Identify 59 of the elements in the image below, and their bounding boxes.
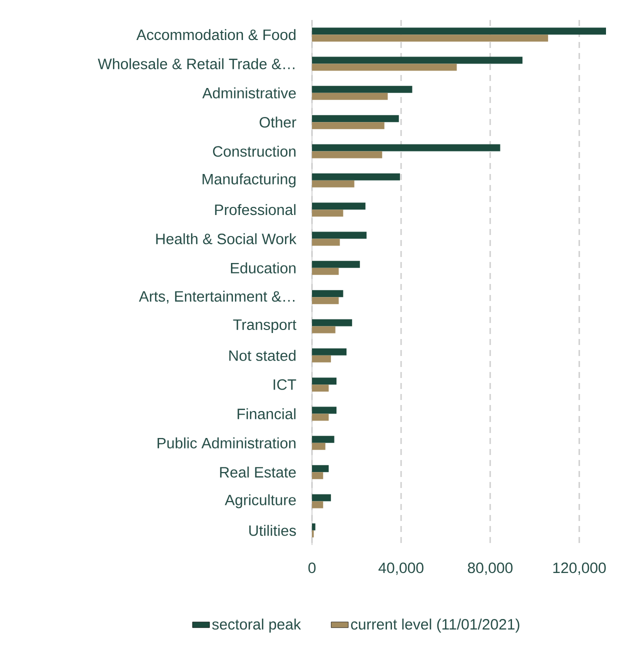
x-tick-label: 0	[308, 562, 316, 574]
bar	[312, 384, 329, 392]
bar	[312, 173, 400, 180]
y-tick-label: Financial	[238, 408, 296, 420]
bar	[312, 34, 548, 42]
y-tick-label: Real Estate	[220, 466, 296, 478]
bar	[312, 297, 339, 304]
bar	[312, 144, 500, 152]
y-tick-label: Wholesale & Retail Trade &…	[98, 58, 294, 70]
bar	[312, 115, 399, 122]
bar	[312, 56, 522, 64]
bar	[312, 210, 344, 217]
y-tick-label: Arts, Entertainment &…	[138, 290, 294, 304]
bar	[312, 232, 367, 239]
bar	[312, 348, 347, 356]
y-tick-label: Health & Social Work	[156, 233, 296, 244]
bar	[312, 436, 334, 443]
bar	[312, 523, 316, 530]
y-tick-label: ICT	[274, 379, 296, 390]
y-tick-label: Administrative	[202, 87, 296, 98]
bar	[312, 122, 384, 130]
y-tick-label: Not stated	[229, 350, 296, 361]
y-tick-label: Agriculture	[224, 494, 296, 508]
bar	[312, 378, 336, 385]
bar	[312, 465, 329, 472]
bar	[312, 472, 324, 480]
bar	[312, 28, 606, 35]
bar	[312, 151, 382, 158]
bar	[312, 268, 339, 275]
bar	[312, 202, 366, 210]
bar	[312, 86, 412, 93]
legend-label: current level (11/01/2021)	[351, 618, 520, 633]
x-tick-label: 120,000	[553, 562, 606, 575]
y-tick-label: Transport	[233, 320, 296, 333]
bar	[312, 260, 360, 268]
y-tick-label: Other	[260, 116, 296, 128]
bar	[312, 494, 331, 502]
y-tick-label: Education	[230, 262, 296, 274]
bar	[312, 501, 324, 508]
bar	[312, 64, 457, 71]
y-tick-label: Utilities	[249, 524, 296, 536]
legend-label: sectoral peak	[212, 618, 301, 633]
x-tick-label: 40,000	[378, 562, 424, 575]
bar	[312, 406, 336, 414]
bar	[312, 326, 336, 334]
bar	[312, 414, 329, 421]
bar	[312, 319, 352, 326]
bar	[312, 290, 344, 298]
y-tick-label: Public Administration	[158, 437, 296, 448]
bar	[312, 92, 388, 100]
bar	[312, 238, 340, 246]
y-tick-label: Accommodation & Food	[136, 29, 296, 40]
x-tick-label: 80,000	[468, 562, 513, 575]
bar	[312, 180, 354, 188]
bar	[312, 355, 331, 362]
y-tick-label: Professional	[215, 204, 296, 216]
bar	[312, 442, 326, 450]
y-tick-label: Manufacturing	[202, 173, 296, 188]
y-tick-label: Construction	[213, 146, 296, 157]
